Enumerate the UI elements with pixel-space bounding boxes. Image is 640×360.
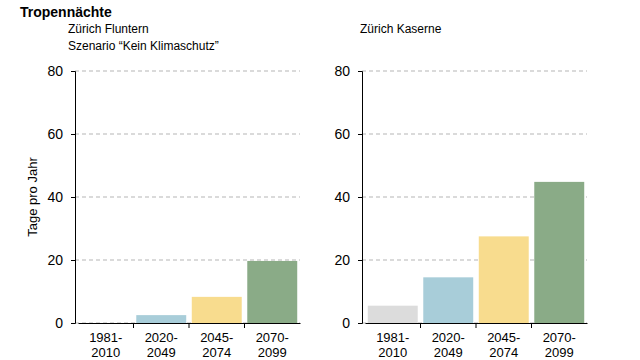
y-tick: 80 (47, 63, 75, 79)
y-tick: 20 (47, 252, 75, 268)
chart-title: Tropennächte (20, 4, 112, 20)
x-separator-tick (189, 323, 190, 328)
x-separator-tick (133, 323, 134, 328)
bar (81, 323, 131, 324)
bar (423, 277, 473, 323)
x-tick: 1981-2010 (89, 323, 122, 360)
y-tick-label: 20 (47, 252, 63, 268)
y-tick-mark (358, 71, 362, 72)
x-tick: 2045-2074 (200, 323, 233, 360)
y-axis-title: Tage pro Jahr (25, 157, 40, 237)
x-tick-label: 2045-2074 (200, 330, 233, 360)
y-tick: 40 (47, 189, 75, 205)
y-tick-label: 60 (47, 126, 63, 142)
y-tick-mark (71, 260, 75, 261)
y-tick-label: 0 (55, 315, 63, 331)
y-tick: 20 (334, 252, 362, 268)
x-separator-tick (420, 323, 421, 328)
bar (247, 261, 297, 323)
chart-subtitle: Zürich Fluntern (68, 22, 149, 36)
x-tick-label: 1981-2010 (376, 330, 409, 360)
y-tick-label: 60 (334, 126, 350, 142)
y-tick-mark (71, 197, 75, 198)
x-tick-label: 2070-2099 (256, 330, 289, 360)
grid-line (362, 71, 587, 72)
x-tick-label: 2070-2099 (543, 330, 576, 360)
grid (362, 71, 587, 323)
y-tick-label: 40 (334, 189, 350, 205)
x-tick: 2070-2099 (256, 323, 289, 360)
y-axis: 0 20 40 60 80 (334, 63, 362, 331)
y-tick-label: 0 (342, 315, 350, 331)
y-tick: 80 (334, 63, 362, 79)
y-tick-mark (358, 134, 362, 135)
chart-subtitle: Zürich Kaserne (360, 22, 442, 36)
y-tick-label: 40 (47, 189, 63, 205)
chart-1: Zürich Kaserne 0 20 40 60 80 1981-2010 2020-204… (334, 22, 587, 360)
y-tick: 0 (342, 315, 362, 331)
y-tick: 40 (334, 189, 362, 205)
bars (368, 182, 584, 323)
grid-line (75, 134, 300, 135)
x-tick: 2020-2049 (145, 323, 178, 360)
x-tick: 2070-2099 (543, 323, 576, 360)
y-tick: 60 (334, 126, 362, 142)
x-tick-label: 2020-2049 (145, 330, 178, 360)
grid-line (75, 260, 300, 261)
y-tick-label: 80 (47, 63, 63, 79)
x-separator-tick (244, 323, 245, 328)
chart-0: Tropennächte Zürich Fluntern Szenario “Kei… (20, 4, 301, 360)
grid-line (75, 197, 300, 198)
x-tick-label: 1981-2010 (89, 330, 122, 360)
x-separator-tick (531, 323, 532, 328)
grid-line (75, 71, 300, 72)
x-tick-label: 2020-2049 (432, 330, 465, 360)
x-tick-label: 2045-2074 (487, 330, 520, 360)
y-axis-line (71, 72, 76, 324)
x-tick: 2045-2074 (487, 323, 520, 360)
y-tick-label: 80 (334, 63, 350, 79)
y-tick-mark (358, 260, 362, 261)
y-tick-mark (71, 323, 75, 324)
y-tick: 0 (55, 315, 75, 331)
bars (136, 261, 297, 323)
y-tick-mark (71, 134, 75, 135)
y-tick-mark (358, 197, 362, 198)
grid-line (362, 134, 587, 135)
y-tick-mark (71, 71, 75, 72)
x-axis: 1981-2010 2020-2049 2045-2074 2070-2099 (79, 323, 301, 360)
bar (136, 315, 186, 323)
y-tick-label: 20 (334, 252, 350, 268)
bar (479, 236, 529, 323)
chart-canvas: Tropennächte Zürich Fluntern Szenario “Kei… (0, 0, 640, 360)
y-tick: 60 (47, 126, 75, 142)
x-axis: 1981-2010 2020-2049 2045-2074 2070-2099 (366, 323, 588, 360)
bar (534, 182, 584, 323)
y-axis: 0 20 40 60 80 (47, 63, 75, 331)
x-separator-tick (476, 323, 477, 328)
bar (368, 306, 418, 323)
x-tick: 1981-2010 (376, 323, 409, 360)
y-tick-mark (358, 323, 362, 324)
y-axis-line (358, 72, 363, 324)
x-tick: 2020-2049 (432, 323, 465, 360)
bar (192, 297, 242, 323)
grid (75, 71, 300, 323)
annotation: Szenario “Kein Klimaschutz” (68, 39, 219, 53)
